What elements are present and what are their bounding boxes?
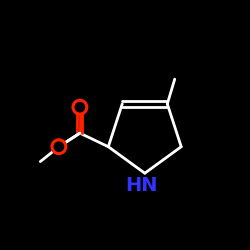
Circle shape [52,140,66,154]
Text: HN: HN [125,176,157,195]
Circle shape [73,100,87,114]
